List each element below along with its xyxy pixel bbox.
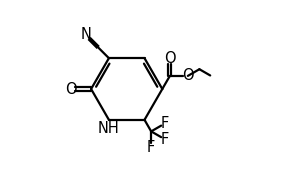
Text: F: F: [161, 116, 169, 131]
Text: F: F: [161, 132, 169, 147]
Text: O: O: [164, 51, 176, 67]
Text: O: O: [182, 68, 194, 83]
Text: O: O: [65, 82, 77, 96]
Text: F: F: [147, 140, 155, 155]
Text: N: N: [80, 27, 91, 42]
Text: NH: NH: [97, 121, 119, 136]
